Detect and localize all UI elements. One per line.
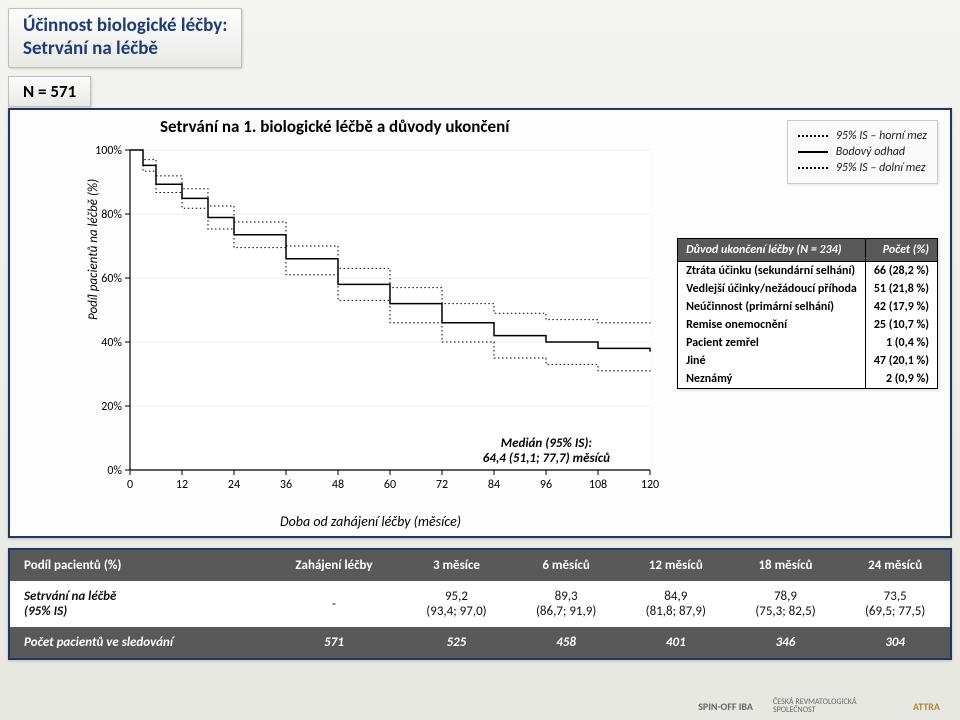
reasons-table: Důvod ukončení léčby (N = 234) Počet (%)… bbox=[677, 238, 938, 389]
lt-col: 18 měsíců bbox=[731, 550, 841, 581]
svg-text:60: 60 bbox=[384, 478, 396, 492]
reason-label: Jiné bbox=[678, 352, 866, 370]
reason-value: 2 (0,9 %) bbox=[865, 370, 937, 389]
chart-title: Setrvání na 1. biologické léčbě a důvody… bbox=[160, 116, 509, 137]
title-line2: Setrvání na léčbě bbox=[23, 38, 227, 61]
logo-org: ČESKÁ REVMATOLOGICKÁ SPOLEČNOST bbox=[773, 698, 893, 714]
reason-value: 42 (17,9 %) bbox=[865, 298, 937, 316]
svg-text:0: 0 bbox=[127, 478, 133, 492]
legend-upper: 95% IS – horní mez bbox=[836, 129, 927, 143]
lt-cell: 84,9(81,8; 87,9) bbox=[621, 581, 731, 627]
lt-cell: 401 bbox=[621, 627, 731, 658]
reason-label: Neúčinnost (primární selhání) bbox=[678, 298, 866, 316]
chart-legend: 95% IS – horní mez Bodový odhad 95% IS –… bbox=[787, 120, 938, 184]
lower-table: Podíl pacientů (%)Zahájení léčby3 měsíce… bbox=[10, 550, 950, 658]
lt-col: 6 měsíců bbox=[511, 550, 621, 581]
reason-label: Vedlejší účinky/nežádoucí příhoda bbox=[678, 280, 866, 298]
lt-col: Podíl pacientů (%) bbox=[10, 550, 266, 581]
lt-row2-label: Počet pacientů ve sledování bbox=[10, 627, 266, 658]
svg-text:24: 24 bbox=[228, 478, 240, 492]
lt-col: Zahájení léčby bbox=[266, 550, 401, 581]
legend-line-icon bbox=[798, 151, 828, 153]
svg-text:20%: 20% bbox=[101, 400, 122, 414]
lt-cell: 571 bbox=[266, 627, 401, 658]
lt-cell: 304 bbox=[840, 627, 950, 658]
svg-text:48: 48 bbox=[332, 478, 344, 492]
svg-text:100%: 100% bbox=[95, 144, 122, 158]
svg-text:36: 36 bbox=[280, 478, 292, 492]
reasons-header-left: Důvod ukončení léčby (N = 234) bbox=[678, 239, 866, 262]
svg-text:120: 120 bbox=[641, 478, 659, 492]
lt-cell: 458 bbox=[511, 627, 621, 658]
reason-label: Ztráta účinku (sekundární selhání) bbox=[678, 262, 866, 281]
reason-value: 66 (28,2 %) bbox=[865, 262, 937, 281]
svg-text:60%: 60% bbox=[101, 272, 122, 286]
reason-value: 47 (20,1 %) bbox=[865, 352, 937, 370]
svg-text:80%: 80% bbox=[101, 208, 122, 222]
lt-cell: - bbox=[266, 581, 401, 627]
reason-value: 25 (10,7 %) bbox=[865, 316, 937, 334]
title-line1: Účinnost biologické léčby: bbox=[23, 15, 227, 38]
svg-text:12: 12 bbox=[176, 478, 188, 492]
lt-cell: 89,3(86,7; 91,9) bbox=[511, 581, 621, 627]
svg-text:108: 108 bbox=[589, 478, 607, 492]
lt-cell: 346 bbox=[731, 627, 841, 658]
legend-dash-icon bbox=[798, 135, 828, 137]
svg-text:40%: 40% bbox=[101, 336, 122, 350]
median-label: Medián (95% IS): 64,4 (51,1; 77,7) měsíc… bbox=[483, 436, 610, 466]
reason-label: Pacient zemřel bbox=[678, 334, 866, 352]
lt-cell: 78,9(75,3; 82,5) bbox=[731, 581, 841, 627]
reason-label: Neznámý bbox=[678, 370, 866, 389]
median-line2: 64,4 (51,1; 77,7) měsíců bbox=[483, 451, 610, 466]
logo-spinoff: SPIN-OFF IBA bbox=[698, 700, 753, 713]
lt-col: 12 měsíců bbox=[621, 550, 731, 581]
footer-logos: SPIN-OFF IBA ČESKÁ REVMATOLOGICKÁ SPOLEČ… bbox=[698, 698, 940, 714]
svg-text:72: 72 bbox=[436, 478, 448, 492]
n-box: N = 571 bbox=[8, 76, 91, 107]
reason-value: 1 (0,4 %) bbox=[865, 334, 937, 352]
lt-cell: 73,5(69,5; 77,5) bbox=[840, 581, 950, 627]
lt-cell: 95,2(93,4; 97,0) bbox=[402, 581, 512, 627]
lt-cell: 525 bbox=[402, 627, 512, 658]
median-line1: Medián (95% IS): bbox=[483, 436, 610, 451]
y-axis-label: Podíl pacientů na léčbě (%) bbox=[86, 179, 101, 320]
page-title-box: Účinnost biologické léčby: Setrvání na l… bbox=[8, 8, 242, 68]
reason-value: 51 (21,8 %) bbox=[865, 280, 937, 298]
lt-row1-label: Setrvání na léčbě(95% IS) bbox=[10, 581, 266, 627]
reason-label: Remise onemocnění bbox=[678, 316, 866, 334]
legend-point: Bodový odhad bbox=[836, 145, 905, 159]
legend-lower: 95% IS – dolní mez bbox=[836, 161, 926, 175]
reasons-header-right: Počet (%) bbox=[865, 239, 937, 262]
x-axis-label: Doba od zahájení léčby (měsíce) bbox=[280, 513, 461, 530]
lt-col: 3 měsíce bbox=[402, 550, 512, 581]
legend-dash-icon bbox=[798, 167, 828, 169]
lower-table-container: Podíl pacientů (%)Zahájení léčby3 měsíce… bbox=[8, 548, 952, 660]
svg-text:96: 96 bbox=[540, 478, 552, 492]
svg-text:0%: 0% bbox=[107, 464, 122, 478]
lt-col: 24 měsíců bbox=[840, 550, 950, 581]
svg-text:84: 84 bbox=[488, 478, 500, 492]
reasons-table-wrap: Důvod ukončení léčby (N = 234) Počet (%)… bbox=[677, 238, 938, 389]
logo-attra: ATTRA bbox=[913, 700, 940, 713]
chart-container: Setrvání na 1. biologické léčbě a důvody… bbox=[8, 108, 952, 538]
